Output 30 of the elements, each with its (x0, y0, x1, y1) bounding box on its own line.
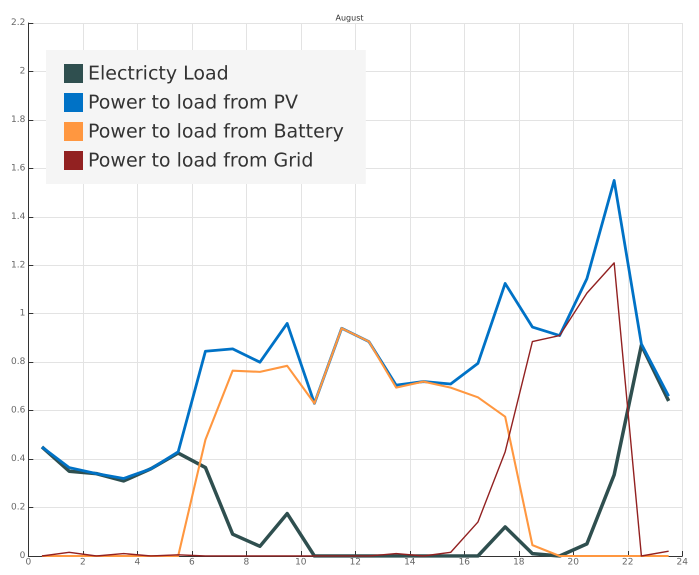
x-tick-label: 24 (676, 558, 688, 568)
y-tick-label: 0.8 (10, 357, 26, 368)
chart-title: August (336, 14, 364, 22)
x-tick-label: 22 (622, 558, 634, 568)
y-tick-label: 0.4 (10, 454, 26, 464)
legend-label: Power to load from Battery (88, 120, 344, 142)
y-tick-label: 2.2 (10, 18, 26, 28)
x-tick-label: 4 (134, 558, 140, 568)
y-tick-label: 0 (20, 551, 26, 561)
x-tick-label: 16 (458, 558, 470, 568)
legend-label: Power to load from Grid (88, 150, 314, 172)
x-tick-label: 10 (295, 558, 307, 568)
line-series (41, 262, 670, 557)
y-tick-label: 1.6 (10, 163, 26, 174)
y-tick-label: 0.6 (10, 406, 26, 416)
legend-label: Electricty Load (88, 62, 229, 84)
x-tick-label: 18 (513, 558, 525, 568)
x-tick-label: 12 (350, 558, 362, 568)
y-tick-label: 2 (20, 66, 26, 76)
x-tick-label: 2 (80, 558, 86, 568)
x-tick-label: 8 (243, 558, 250, 568)
y-tick-label: 1 (20, 308, 26, 319)
x-tick-label: 6 (188, 558, 195, 568)
y-tick-label: 0.2 (10, 502, 26, 513)
y-tick-label: 1.4 (10, 212, 26, 222)
y-tick-label: 1.2 (10, 260, 26, 270)
y-tick-label: 1.8 (10, 114, 26, 125)
x-tick-label: 14 (404, 558, 416, 568)
x-tick-label: 20 (568, 558, 580, 568)
legend-label: Power to load from PV (88, 92, 298, 114)
